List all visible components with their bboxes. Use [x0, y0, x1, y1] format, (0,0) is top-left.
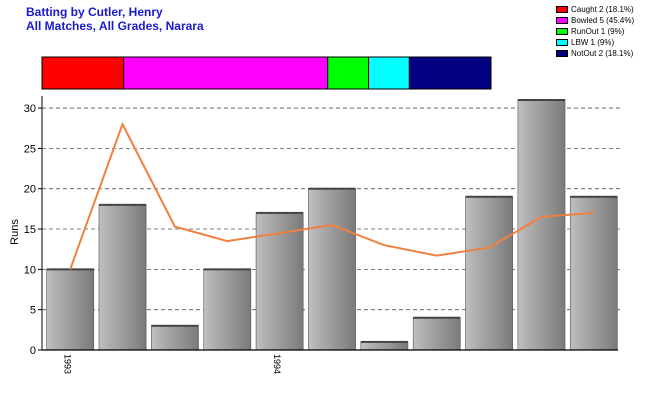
bar: [412, 317, 461, 351]
bar: [46, 269, 95, 351]
legend-label-runout: RunOut 1 (9%): [571, 27, 625, 36]
legend-swatch-runout: [556, 28, 568, 35]
bar-top: [203, 268, 251, 271]
bar-top: [308, 187, 356, 190]
dismissal-segment-caught: [41, 56, 125, 90]
bar: [98, 204, 147, 351]
x-tick-label: 1994: [272, 354, 282, 374]
legend-label-bowled: Bowled 5 (45.4%): [571, 16, 635, 25]
bar-top: [465, 195, 513, 198]
bar-top: [98, 203, 147, 206]
y-tick-label: 20: [24, 184, 36, 196]
x-tick-label: 1993: [63, 354, 73, 374]
legend-label-lbw: LBW 1 (9%): [571, 38, 615, 47]
legend-swatch-notout: [556, 50, 568, 57]
y-tick-label: 10: [24, 264, 36, 276]
bar-top: [360, 340, 408, 343]
bar: [465, 196, 513, 351]
y-axis-label: Runs: [9, 219, 21, 245]
y-tick-label: 5: [30, 305, 36, 317]
legend-item-lbw: LBW 1 (9%): [556, 37, 634, 48]
bar-top: [151, 324, 199, 327]
average-line: [69, 121, 594, 270]
bar-top: [517, 99, 566, 101]
legend-label-notout: NotOut 2 (18.1%): [571, 49, 634, 58]
legend-swatch-lbw: [556, 39, 568, 46]
dismissal-segment-bowled: [123, 56, 329, 90]
legend-swatch-bowled: [556, 17, 568, 24]
legend-swatch-caught: [556, 6, 568, 13]
legend-item-bowled: Bowled 5 (45.4%): [556, 15, 634, 26]
chart-subtitle: All Matches, All Grades, Narara: [26, 19, 204, 33]
legend-label-caught: Caught 2 (18.1%): [571, 5, 634, 14]
legend: Caught 2 (18.1%) Bowled 5 (45.4%) RunOut…: [556, 4, 634, 59]
dismissal-breakdown-bar: [41, 56, 492, 90]
legend-item-caught: Caught 2 (18.1%): [556, 4, 634, 15]
average-line-path: [69, 121, 594, 270]
bar: [203, 269, 252, 351]
bar: [569, 196, 618, 351]
bar: [360, 341, 409, 351]
y-tick-label: 25: [24, 143, 36, 155]
bars: [46, 99, 618, 351]
bar-top: [413, 316, 461, 319]
bar-top: [570, 195, 618, 198]
y-tick-label: 0: [30, 345, 36, 357]
bar: [308, 188, 356, 351]
y-tick-label: 15: [24, 224, 36, 236]
dismissal-segment-runout: [327, 56, 370, 90]
bar-top: [256, 211, 304, 214]
dismissal-segment-notout: [408, 56, 492, 90]
bar: [517, 99, 566, 351]
chart-title: Batting by Cutler, Henry: [26, 5, 163, 19]
bar: [151, 325, 199, 351]
dismissal-segment-lbw: [368, 56, 410, 90]
y-tick-label: 30: [24, 103, 36, 115]
legend-item-runout: RunOut 1 (9%): [556, 26, 634, 37]
axes: 0 5 10 15 20 25 30 Runs 1993 1994: [9, 96, 618, 374]
legend-item-notout: NotOut 2 (18.1%): [556, 48, 634, 59]
